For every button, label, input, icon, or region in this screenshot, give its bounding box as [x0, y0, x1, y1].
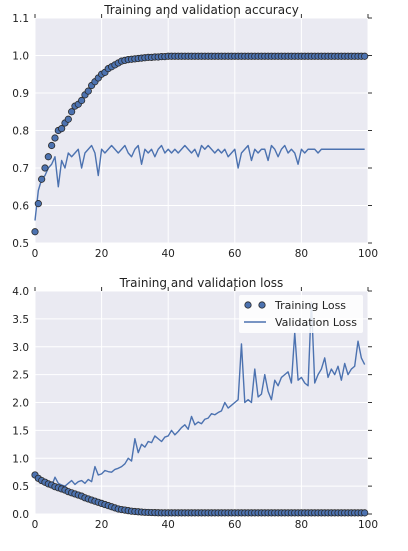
- x-tick-label: 100: [358, 519, 378, 531]
- y-tick-label: 0.9: [12, 88, 29, 100]
- data-point: [31, 228, 39, 236]
- x-tick-label: 100: [358, 248, 378, 260]
- legend: Training Loss Validation Loss: [239, 295, 363, 333]
- series-group: [31, 52, 369, 236]
- chart-title: Training and validation accuracy: [103, 3, 299, 17]
- y-tick-label: 0.5: [12, 481, 29, 493]
- series-line: [34, 144, 365, 221]
- data-point: [38, 175, 46, 183]
- legend-label-training: Training Loss: [274, 299, 346, 312]
- series-group: [31, 301, 369, 517]
- data-point: [44, 153, 52, 161]
- x-tick-label: 40: [162, 519, 175, 531]
- y-tick-label: 4.0: [12, 286, 29, 298]
- y-tick-label: 0.0: [12, 509, 29, 521]
- x-tick-label: 20: [95, 248, 108, 260]
- y-tick-label: 0.7: [12, 163, 29, 175]
- legend-label-validation: Validation Loss: [275, 316, 357, 329]
- data-point: [58, 125, 66, 133]
- legend-marker-training: [244, 301, 252, 309]
- data-point: [48, 141, 56, 150]
- y-tick-label: 2.5: [12, 370, 29, 382]
- x-tick-label: 60: [228, 248, 241, 260]
- y-tick-label: 0.6: [12, 201, 29, 213]
- x-tick-label: 40: [162, 248, 175, 260]
- y-tick-label: 3.5: [12, 314, 29, 326]
- data-point: [41, 164, 49, 172]
- grid: [34, 17, 369, 244]
- y-tick-label: 1.5: [12, 425, 29, 437]
- data-point: [84, 87, 92, 95]
- legend-marker-training: [258, 301, 266, 309]
- data-point: [51, 134, 59, 142]
- y-tick-label: 1.0: [12, 51, 29, 63]
- chart-title: Training and validation loss: [119, 276, 284, 290]
- y-tick-label: 3.0: [12, 342, 29, 354]
- ticks: 0.5 0.6 0.7 0.8 0.9 1.0 1.1 0 20 40 60 80 100: [12, 13, 378, 260]
- data-point: [78, 96, 86, 105]
- x-tick-label: 20: [95, 519, 108, 531]
- accuracy-chart: 0.5 0.6 0.7 0.8 0.9 1.0 1.1 0 20 40 60 80 100 Traini…: [12, 3, 378, 260]
- x-tick-label: 0: [32, 519, 39, 531]
- legend-box: [239, 295, 363, 333]
- x-tick-label: 80: [295, 519, 308, 531]
- data-point: [34, 200, 42, 208]
- y-tick-label: 0.8: [12, 126, 29, 138]
- data-point: [68, 108, 76, 116]
- ticks: 0.0 0.5 1.0 1.5 2.0 2.5 3.0 3.5 4.0 0 20 40 60 80 100: [12, 286, 378, 531]
- data-point: [64, 115, 72, 123]
- data-point: [361, 52, 369, 60]
- series-line: [34, 301, 366, 487]
- data-point: [361, 509, 369, 517]
- x-tick-label: 80: [295, 248, 308, 260]
- x-tick-label: 60: [228, 519, 241, 531]
- y-tick-label: 1.1: [12, 13, 29, 25]
- y-tick-label: 1.0: [12, 453, 29, 465]
- x-tick-label: 0: [32, 248, 39, 260]
- y-tick-label: 2.0: [12, 398, 29, 410]
- loss-chart: 0.00.51.01.52.02.53.03.54.00 20 40 60 80 100 …: [12, 276, 378, 531]
- y-tick-label: 0.5: [12, 238, 29, 250]
